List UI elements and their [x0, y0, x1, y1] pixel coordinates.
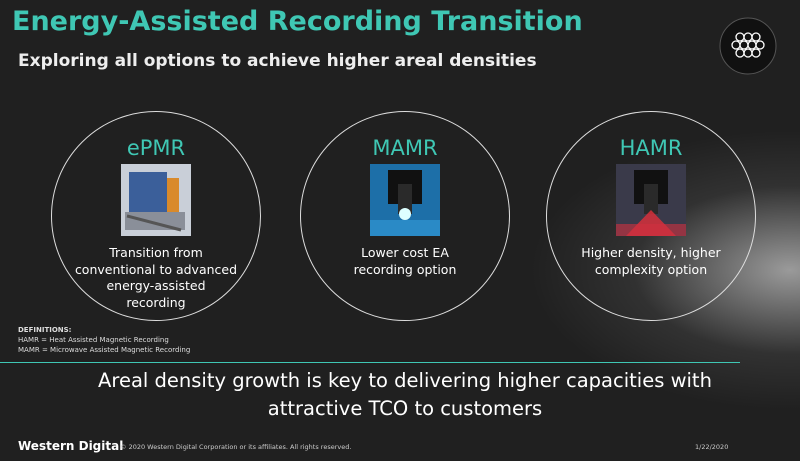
- option-circle: HAMR Higher density, higher complexity opt…: [546, 111, 756, 321]
- description-line: conventional to advanced: [74, 261, 238, 277]
- date: 1/22/2020: [695, 443, 729, 451]
- copyright: © 2020 Western Digital Corporation or it…: [120, 443, 352, 451]
- logo-icon: [719, 17, 777, 75]
- message-line: Areal density growth is key to deliverin…: [98, 369, 712, 392]
- title: Energy-Assisted Recording Transition: [12, 6, 583, 37]
- option-name: MAMR: [372, 136, 438, 160]
- description-line: Lower cost EA: [361, 245, 449, 260]
- option-image: [370, 164, 440, 236]
- separator: [0, 362, 740, 363]
- subtitle: Exploring all options to achieve higher …: [18, 51, 537, 71]
- option-name: ePMR: [126, 136, 186, 160]
- option-name: HAMR: [619, 136, 683, 160]
- definitions: DEFINITIONS: HAMR = Heat Assisted Magnet…: [18, 325, 190, 355]
- definition: MAMR = Microwave Assisted Magnetic Recor…: [18, 346, 191, 354]
- option-image: [616, 164, 686, 236]
- description-line: complexity option: [594, 261, 708, 277]
- description-line: energy-assisted: [106, 278, 206, 293]
- definitions-heading: DEFINITIONS:: [18, 326, 72, 334]
- description-line: recording: [126, 294, 186, 310]
- option-description: Higher density, higher complexity option: [547, 245, 755, 278]
- description-line: Transition from: [109, 245, 203, 260]
- message: Areal density growth is key to deliverin…: [0, 367, 800, 423]
- description-line: Higher density, higher: [581, 245, 721, 260]
- option-circle: MAMR Lower cost EA recording option: [300, 111, 510, 321]
- message-line: attractive TCO to customers: [267, 397, 543, 420]
- option-image: [121, 164, 191, 236]
- definition: HAMR = Heat Assisted Magnetic Recording: [18, 336, 169, 344]
- option-circle: ePMR Transition from conventional to advan…: [51, 111, 261, 321]
- company-logo: Western Digital: [18, 439, 124, 453]
- description-line: recording option: [353, 261, 457, 277]
- option-description: Lower cost EA recording option: [301, 245, 509, 278]
- option-description: Transition from conventional to advanced e…: [52, 245, 260, 311]
